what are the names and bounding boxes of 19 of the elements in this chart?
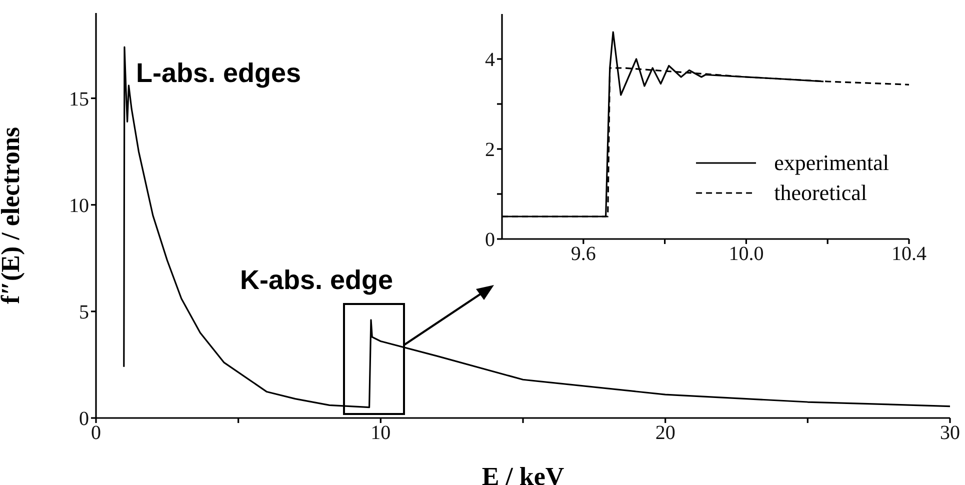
y-tick-label: 2 (485, 139, 495, 162)
x-tick-label: 10 (370, 422, 391, 444)
y-axis-title: f″(E) / electrons (0, 126, 26, 304)
y-tick-label: 15 (69, 88, 89, 110)
legend-label: theoretical (774, 179, 867, 208)
x-tick-label: 9.6 (570, 243, 596, 266)
x-tick-label: 30 (940, 422, 960, 444)
y-tick-label: 10 (69, 194, 89, 217)
y-tick-label: 5 (79, 302, 89, 324)
x-tick-label: 20 (655, 422, 676, 444)
x-tick-label: 10.4 (892, 243, 926, 266)
y-tick-label: 0 (79, 408, 89, 430)
annotation: L-abs. edges (136, 58, 302, 89)
legend-label: experimental (774, 149, 889, 178)
y-tick-label: 4 (485, 49, 495, 72)
line-series (123, 46, 950, 408)
x-tick-label: 10.0 (728, 243, 764, 266)
annotation: K-abs. edge (240, 265, 394, 296)
y-tick-label: 0 (485, 229, 495, 252)
